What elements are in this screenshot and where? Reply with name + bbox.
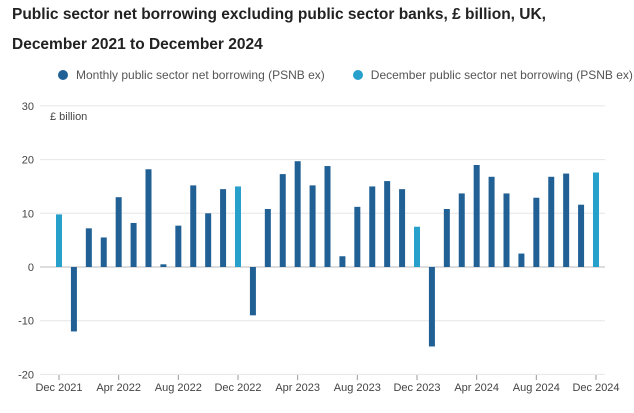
y-tick-label: 20 bbox=[22, 155, 34, 167]
bar-aug-2023 bbox=[354, 206, 361, 267]
bar-feb-2024 bbox=[443, 209, 450, 267]
legend-label-december: December public sector net borrowing (PS… bbox=[370, 68, 633, 82]
chart-title-line-1: Public sector net borrowing excluding pu… bbox=[12, 6, 546, 23]
bar-jul-2024 bbox=[518, 253, 525, 267]
y-tick-label: -10 bbox=[18, 316, 34, 328]
y-tick-label: 30 bbox=[22, 101, 34, 113]
bar-dec-2021 bbox=[56, 214, 62, 267]
bar-apr-2022 bbox=[115, 197, 122, 267]
x-tick-label: Dec 2022 bbox=[214, 382, 261, 394]
bar-jun-2024 bbox=[503, 193, 510, 267]
legend: Monthly public sector net borrowing (PSN… bbox=[58, 68, 633, 82]
legend-dot-monthly bbox=[58, 70, 68, 80]
bar-may-2022 bbox=[130, 222, 137, 267]
bar-apr-2024 bbox=[473, 164, 480, 267]
bar-nov-2023 bbox=[399, 189, 406, 267]
y-tick-label: 0 bbox=[28, 262, 34, 274]
legend-dot-december bbox=[352, 70, 363, 80]
bar-oct-2022 bbox=[205, 213, 212, 267]
x-tick-label: Aug 2024 bbox=[513, 382, 560, 394]
bar-dec-2024 bbox=[593, 172, 599, 267]
x-tick-label: Apr 2024 bbox=[454, 382, 499, 394]
bar-feb-2023 bbox=[264, 209, 271, 267]
bar-nov-2024 bbox=[578, 204, 585, 267]
bar-mar-2022 bbox=[100, 237, 107, 267]
x-tick-label: Apr 2022 bbox=[96, 382, 141, 394]
x-tick-label: Dec 2023 bbox=[393, 382, 440, 394]
x-tick-label: Dec 2024 bbox=[572, 382, 619, 394]
bar-jun-2023 bbox=[324, 166, 331, 267]
bar-mar-2023 bbox=[279, 174, 286, 267]
bar-sep-2023 bbox=[369, 186, 376, 267]
bar-dec-2022 bbox=[235, 186, 241, 267]
bar-aug-2022 bbox=[175, 225, 182, 267]
y-tick-label: -20 bbox=[18, 369, 34, 381]
bar-mar-2024 bbox=[458, 193, 465, 267]
y-axis-unit-label: £ billion bbox=[50, 111, 87, 123]
bar-sep-2022 bbox=[190, 185, 197, 267]
bar-may-2024 bbox=[488, 176, 495, 267]
bar-dec-2023 bbox=[414, 226, 420, 267]
bar-may-2023 bbox=[309, 185, 316, 267]
chart-title-line-2: December 2021 to December 2024 bbox=[12, 36, 263, 53]
bar-jan-2022 bbox=[70, 267, 77, 332]
bar-jan-2024 bbox=[428, 267, 435, 347]
x-tick-label: Aug 2023 bbox=[334, 382, 381, 394]
bar-sep-2024 bbox=[548, 176, 555, 267]
x-tick-label: Dec 2021 bbox=[35, 382, 82, 394]
bar-oct-2023 bbox=[384, 181, 391, 267]
bar-nov-2022 bbox=[220, 189, 227, 267]
x-tick-label: Aug 2022 bbox=[155, 382, 202, 394]
bar-apr-2023 bbox=[294, 161, 301, 267]
bar-jul-2022 bbox=[160, 264, 167, 267]
legend-label-monthly: Monthly public sector net borrowing (PSN… bbox=[76, 68, 325, 82]
bar-jun-2022 bbox=[145, 169, 152, 267]
bar-jan-2023 bbox=[249, 267, 256, 316]
bar-jul-2023 bbox=[339, 256, 346, 267]
bar-oct-2024 bbox=[563, 173, 570, 267]
legend-item-monthly: Monthly public sector net borrowing (PSN… bbox=[58, 68, 325, 82]
y-tick-label: 10 bbox=[22, 208, 34, 220]
x-tick-label: Apr 2023 bbox=[275, 382, 320, 394]
bar-feb-2022 bbox=[85, 228, 92, 267]
bar-aug-2024 bbox=[533, 197, 540, 267]
legend-item-december: December public sector net borrowing (PS… bbox=[352, 68, 633, 82]
